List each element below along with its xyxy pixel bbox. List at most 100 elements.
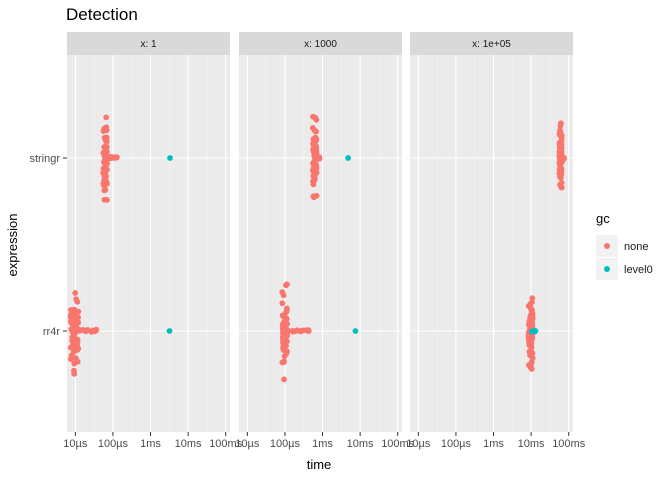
data-point	[166, 328, 173, 334]
data-point	[167, 155, 173, 161]
facet-panels: x: 1 x: 1000 x: 1e+05	[67, 32, 573, 432]
chart-title: Detection	[66, 5, 138, 24]
data-point	[532, 328, 539, 334]
data-point	[69, 329, 76, 335]
data-point	[560, 155, 567, 161]
data-point	[527, 301, 534, 307]
data-point	[104, 196, 110, 203]
data-point	[71, 320, 78, 327]
data-point	[100, 169, 107, 176]
facet-strip	[410, 32, 573, 55]
data-point	[74, 298, 81, 305]
data-point	[529, 295, 536, 302]
data-point	[285, 327, 291, 334]
facet-strip-label: x: 1000	[304, 39, 337, 50]
data-point	[72, 290, 79, 296]
data-point	[74, 358, 81, 365]
data-point	[79, 327, 86, 333]
data-point	[528, 311, 534, 318]
data-point	[292, 328, 299, 335]
data-point	[104, 160, 110, 167]
x-tick-label: 100µs	[441, 438, 472, 450]
data-point	[556, 131, 563, 138]
data-point	[281, 353, 288, 360]
x-tick-label: 100µs	[270, 438, 301, 450]
legend-title: gc	[596, 211, 610, 226]
facet-panel: x: 1	[67, 32, 230, 432]
data-point	[279, 359, 286, 366]
data-point	[313, 165, 320, 172]
y-tick-label: stringr	[29, 153, 60, 165]
facet-panel: x: 1000	[239, 32, 402, 432]
x-tick-label: 10µs	[63, 438, 88, 450]
y-axis-title: expression	[5, 214, 20, 277]
x-tick-label: 100ms	[381, 438, 415, 450]
data-point	[67, 344, 74, 351]
data-point	[102, 144, 109, 151]
data-point	[558, 146, 564, 153]
panel-background	[239, 55, 402, 432]
data-point	[284, 281, 290, 288]
panel-background	[410, 55, 573, 432]
data-point	[281, 319, 287, 326]
facet-strip	[239, 32, 402, 55]
data-point	[104, 166, 110, 173]
data-point	[67, 356, 74, 363]
x-tick-label: 10ms	[175, 438, 202, 450]
data-point	[313, 169, 320, 176]
facet-strip	[67, 32, 230, 55]
x-tick-label: 10µs	[235, 438, 260, 450]
data-point	[310, 113, 316, 120]
data-point	[528, 344, 535, 351]
data-point	[312, 134, 319, 141]
x-tick-label: 100µs	[98, 438, 129, 450]
data-point	[281, 376, 287, 383]
data-point	[103, 114, 110, 121]
y-tick-label: rr4r	[43, 326, 60, 338]
data-point	[68, 306, 74, 313]
x-tick-label: 1ms	[140, 438, 161, 450]
data-point	[88, 328, 95, 335]
data-point	[111, 155, 118, 161]
legend-label: level0	[624, 264, 653, 276]
data-point	[558, 138, 565, 145]
x-tick-label: 1ms	[483, 438, 504, 450]
facet-strip-label: x: 1e+05	[472, 39, 511, 50]
x-tick-label: 10µs	[406, 438, 431, 450]
data-point	[280, 313, 287, 319]
data-point	[313, 145, 320, 151]
data-point	[103, 127, 110, 134]
x-tick-label: 1ms	[312, 438, 333, 450]
legend-swatch	[604, 243, 610, 249]
data-point	[352, 328, 359, 334]
data-point	[313, 128, 319, 135]
data-point	[558, 184, 565, 191]
x-tick-label: 100ms	[209, 438, 243, 450]
data-point	[303, 327, 309, 334]
x-axis-title: time	[307, 457, 332, 472]
legend-swatch	[604, 266, 610, 272]
data-point	[528, 334, 535, 341]
data-point	[72, 345, 79, 351]
data-point	[101, 187, 108, 194]
x-tick-label: 10ms	[518, 438, 545, 450]
data-point	[310, 194, 317, 201]
panel-background	[67, 55, 230, 432]
data-point	[279, 289, 286, 296]
data-point	[70, 337, 77, 344]
facet-panel: x: 1e+05	[410, 32, 573, 432]
data-point	[73, 309, 80, 316]
data-point	[311, 176, 318, 183]
data-point	[71, 370, 78, 377]
data-point	[68, 311, 75, 318]
data-point	[556, 170, 563, 177]
legend-label: none	[624, 241, 648, 253]
data-point	[558, 179, 565, 186]
x-tick-label: 100ms	[552, 438, 586, 450]
data-point	[279, 300, 286, 307]
data-point	[558, 120, 564, 127]
data-point	[314, 154, 321, 161]
facet-strip-label: x: 1	[140, 39, 157, 50]
